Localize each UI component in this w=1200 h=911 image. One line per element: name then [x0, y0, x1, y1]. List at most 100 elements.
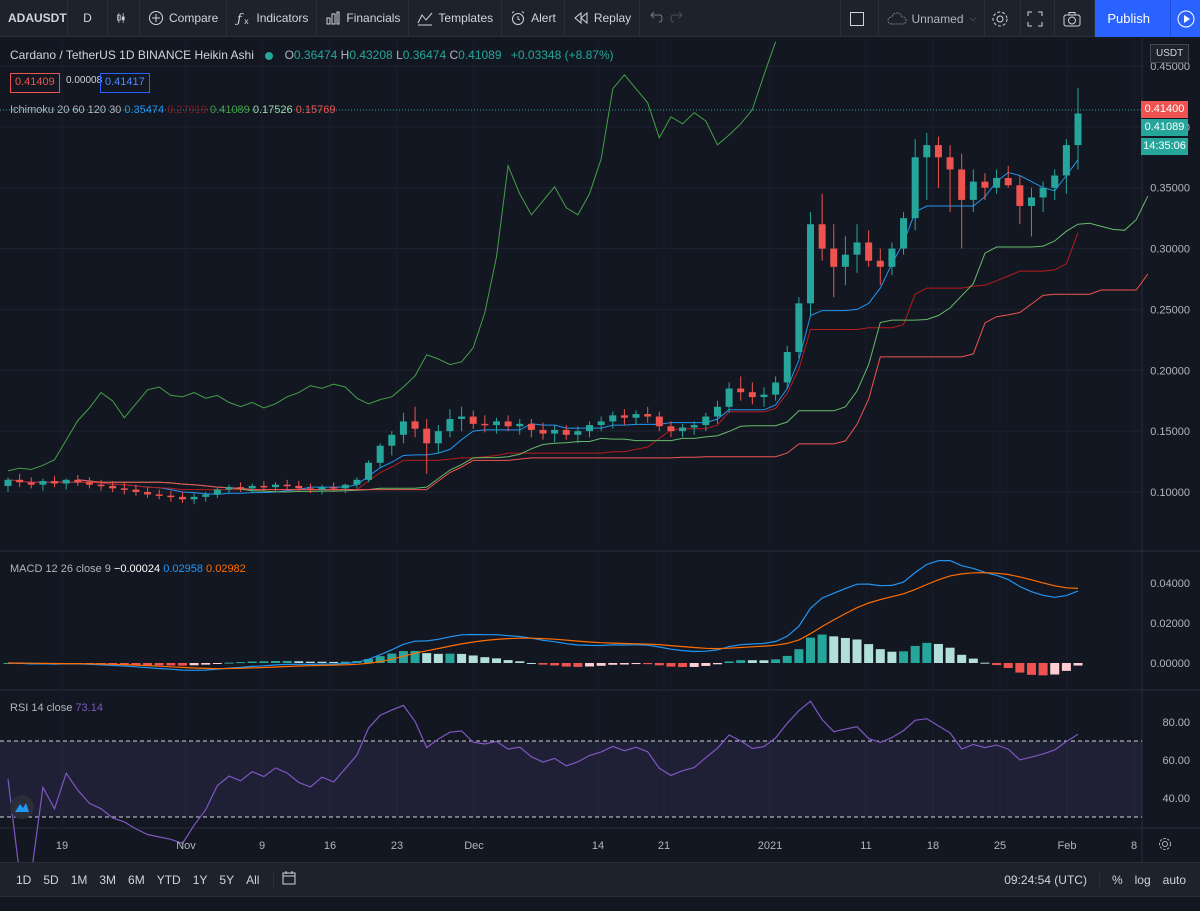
candle: [900, 212, 908, 255]
financials-label: Financials: [346, 11, 401, 25]
redo-icon[interactable]: [669, 11, 685, 25]
time-axis[interactable]: 19 Nov 9 16 23 Dec 14 21 2021 11 18 25 Feb 8: [56, 840, 1137, 852]
candle: [772, 376, 780, 401]
chart-style-button[interactable]: [108, 0, 140, 37]
compare-button[interactable]: Compare: [140, 0, 228, 37]
macd-tick-label: 0.02000: [1150, 618, 1190, 630]
candle: [853, 224, 861, 273]
macd-histogram-bar: [922, 642, 932, 663]
rsi-legend[interactable]: RSI 14 close 73.14: [10, 702, 103, 714]
rsi-tick-label: 40.00: [1162, 793, 1190, 805]
candle: [1074, 87, 1082, 170]
candle-body: [120, 488, 128, 490]
open-label: O: [284, 48, 294, 62]
snapshot-button[interactable]: [1055, 0, 1096, 37]
log-toggle[interactable]: log: [1134, 873, 1151, 887]
candle: [376, 443, 384, 468]
ask-price[interactable]: 0.41417: [100, 73, 150, 93]
range-1y-button[interactable]: 1Y: [192, 872, 208, 887]
candle-body: [516, 423, 524, 427]
candle: [632, 410, 640, 426]
candle-body: [830, 248, 838, 267]
symbol-title[interactable]: Cardano / TetherUS 1D BINANCE Heikin Ash…: [10, 48, 254, 62]
candle: [85, 477, 93, 489]
close-value: 0.41089: [458, 48, 502, 62]
candle: [993, 169, 1001, 194]
macd-histogram-bar: [1026, 663, 1036, 675]
fullscreen-button[interactable]: [1021, 0, 1056, 37]
macd-histogram-value: −0.00024: [113, 563, 161, 575]
macd-histogram-bar: [689, 663, 699, 667]
macd-histogram-bar: [236, 662, 246, 664]
settings-button[interactable]: [985, 0, 1022, 37]
macd-histogram-bar: [550, 663, 560, 666]
candle-body: [911, 157, 919, 219]
candle: [958, 153, 966, 249]
candle-body: [178, 496, 186, 500]
tradingview-logo-icon[interactable]: [10, 795, 34, 819]
range-5d-button[interactable]: 5D: [43, 872, 59, 887]
auto-toggle[interactable]: auto: [1162, 873, 1186, 887]
price-axis[interactable]: 0.450000.400000.350000.300000.250000.200…: [1150, 61, 1190, 805]
macd-histogram-bar: [1003, 663, 1013, 669]
macd-histogram-bar: [619, 663, 629, 665]
interval-button[interactable]: D: [68, 0, 108, 37]
candle-body: [272, 484, 279, 488]
candle-body: [492, 421, 500, 426]
currency-tag[interactable]: USDT: [1150, 44, 1190, 63]
candle-body: [144, 492, 152, 495]
macd-histogram-bar: [1038, 663, 1048, 676]
range-all-button[interactable]: All: [246, 872, 260, 887]
chart-settings-icon[interactable]: [1158, 837, 1172, 854]
ichimoku-legend[interactable]: Ichimoku 20 60 120 30 0.35474 0.27919 0.…: [10, 104, 335, 116]
range-1d-button[interactable]: 1D: [16, 872, 32, 887]
templates-button[interactable]: Templates: [409, 0, 503, 37]
financials-button[interactable]: Financials: [317, 0, 410, 37]
candle: [586, 421, 594, 438]
candle-body: [807, 224, 814, 304]
percent-toggle[interactable]: %: [1111, 873, 1123, 887]
goto-date-button[interactable]: [273, 871, 296, 888]
publish-options-button[interactable]: [1170, 0, 1200, 37]
macd-histogram-bar: [305, 661, 315, 663]
bid-price[interactable]: 0.41409: [10, 73, 60, 93]
candle: [783, 345, 791, 389]
symbol-search[interactable]: ADAUSDT: [0, 0, 68, 37]
macd-legend[interactable]: MACD 12 26 close 9 −0.00024 0.02958 0.02…: [10, 563, 246, 575]
candle-body: [818, 224, 826, 249]
candle: [74, 474, 82, 486]
macd-histogram-bar: [282, 660, 292, 663]
publish-button[interactable]: Publish: [1095, 0, 1170, 37]
alert-button[interactable]: Alert: [502, 0, 565, 37]
range-5y-button[interactable]: 5Y: [219, 872, 235, 887]
candle: [748, 382, 756, 405]
time-tick-label: 11: [860, 840, 871, 852]
candle-body: [702, 416, 710, 426]
candle-body: [853, 242, 861, 255]
fullscreen-select-button[interactable]: [839, 0, 879, 37]
candle: [725, 382, 733, 413]
candle: [399, 412, 407, 444]
candle: [655, 411, 663, 432]
range-3m-button[interactable]: 3M: [99, 872, 117, 887]
templates-icon: [417, 12, 433, 26]
candle: [51, 476, 59, 488]
undo-icon[interactable]: [648, 11, 664, 25]
layout-name-button[interactable]: Unnamed ⌵: [879, 0, 986, 37]
candle: [260, 481, 268, 491]
range-6m-button[interactable]: 6M: [128, 872, 145, 887]
macd-histogram-bar: [840, 637, 850, 663]
macd-histogram-bar: [143, 663, 153, 666]
indicators-label: Indicators: [256, 11, 309, 25]
price-tick-label: 0.35000: [1150, 183, 1190, 195]
candle-body: [341, 484, 349, 489]
range-1m-button[interactable]: 1M: [70, 872, 88, 887]
replay-button[interactable]: Replay: [565, 0, 641, 37]
clock[interactable]: 09:24:54 (UTC): [998, 873, 1100, 887]
candle: [620, 409, 628, 426]
candle: [248, 483, 256, 494]
camera-icon: [1063, 11, 1081, 26]
range-ytd-button[interactable]: YTD: [156, 872, 181, 887]
